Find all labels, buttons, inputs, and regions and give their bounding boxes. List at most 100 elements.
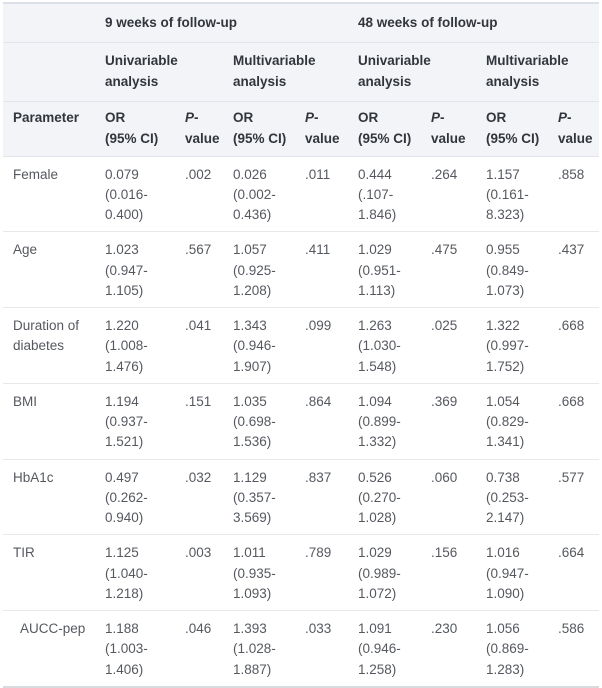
or-ci-value: 1.016 (0.947- 1.090) [476,534,549,612]
or-ci-value: 1.157 (0.161- 8.323) [476,156,549,233]
p-value: .003 [175,534,223,612]
or-ci-value: 1.057 (0.925- 1.208) [223,231,295,309]
or-ci-value: 0.526 (0.270- 1.028) [348,459,422,536]
parameter-label: BMI [3,383,95,460]
table-body: Female 0.079 (0.016- 0.400) .002 0.026 (0.0… [3,156,600,687]
or-ci-value: 1.023 (0.947- 1.105) [95,231,175,309]
corner-empty-cell [3,3,95,43]
column-header-row: Parameter OR (95% CI) P- value OR (95% C… [3,101,600,157]
or-ci-value: 0.444 (.107- 1.846) [348,156,422,233]
or-ci-value: 1.029 (0.951- 1.113) [348,231,422,309]
parameter-label: AUCC-pep [3,610,95,687]
p-value-label-rest: - value [305,109,340,146]
p-value: .369 [421,383,477,460]
p-value: .668 [548,307,600,384]
parameter-label: HbA1c [3,459,95,536]
table-header: 9 weeks of follow-up 48 weeks of follow-… [3,3,600,157]
follow-up-9-weeks-header: 9 weeks of follow-up [95,3,349,43]
or-ci-value: 1.125 (1.040- 1.218) [95,534,175,612]
p-value: .864 [295,383,349,460]
or-ci-value: 1.011 (0.935- 1.093) [223,534,295,612]
or-ci-value: 1.188 (1.003- 1.406) [95,610,175,687]
or-ci-column-header: OR (95% CI) [95,101,175,157]
empty-cell [3,42,95,102]
p-value: .033 [295,610,349,687]
p-value: .837 [295,459,349,536]
p-symbol: P [558,109,568,125]
p-value: .858 [548,156,600,233]
p-value-label-rest: - value [185,109,220,146]
p-value: .025 [421,307,477,384]
or-ci-value: 1.322 (0.997- 1.752) [476,307,549,384]
p-value: .156 [421,534,477,612]
parameter-label: Age [3,231,95,309]
p-value: .475 [421,231,477,309]
table-row: BMI 1.194 (0.937- 1.521) .151 1.035 (0.698-… [3,383,600,460]
or-ci-value: 0.497 (0.262- 0.940) [95,459,175,536]
p-value-label-rest: - value [431,109,466,146]
table-row: Duration of diabetes 1.220 (1.008- 1.476)… [3,307,600,384]
table-row: Female 0.079 (0.016- 0.400) .002 0.026 (0.0… [3,156,600,233]
parameter-column-header: Parameter [3,101,95,157]
p-value: .046 [175,610,223,687]
p-value: .041 [175,307,223,384]
follow-up-header-row: 9 weeks of follow-up 48 weeks of follow-… [3,3,600,43]
multivariable-analysis-48w-header: Multivariable analysis [476,42,600,102]
or-ci-value: 0.079 (0.016- 0.400) [95,156,175,233]
or-ci-value: 1.129 (0.357- 3.569) [223,459,295,536]
or-ci-value: 1.054 (0.829- 1.341) [476,383,549,460]
p-value: .032 [175,459,223,536]
p-value-column-header: P- value [548,101,600,157]
parameter-label: Female [3,156,95,233]
p-value: .099 [295,307,349,384]
or-ci-value: 1.056 (0.869- 1.283) [476,610,549,687]
p-value: .577 [548,459,600,536]
p-value: .151 [175,383,223,460]
p-symbol: P [431,109,441,125]
p-value-label-rest: - value [558,109,593,146]
univariable-analysis-9w-header: Univariable analysis [95,42,223,102]
or-ci-value: 1.035 (0.698- 1.536) [223,383,295,460]
p-value-column-header: P- value [421,101,477,157]
or-ci-value: 1.393 (1.028- 1.887) [223,610,295,687]
p-value: .586 [548,610,600,687]
univariable-analysis-48w-header: Univariable analysis [348,42,477,102]
p-value: .002 [175,156,223,233]
or-ci-value: 1.094 (0.899- 1.332) [348,383,422,460]
p-value: .437 [548,231,600,309]
p-value: .411 [295,231,349,309]
or-ci-value: 1.263 (1.030- 1.548) [348,307,422,384]
regression-results-table: 9 weeks of follow-up 48 weeks of follow-… [3,2,600,688]
or-ci-value: 0.026 (0.002- 0.436) [223,156,295,233]
p-symbol: P [185,109,195,125]
table-row: HbA1c 0.497 (0.262- 0.940) .032 1.129 (0.35… [3,459,600,536]
p-value: .264 [421,156,477,233]
or-ci-value: 1.220 (1.008- 1.476) [95,307,175,384]
p-value: .567 [175,231,223,309]
analysis-header-row: Univariable analysis Multivariable analy… [3,42,600,102]
table-row: Age 1.023 (0.947- 1.105) .567 1.057 (0.925-… [3,231,600,309]
table-row: TIR 1.125 (1.040- 1.218) .003 1.011 (0.935-… [3,534,600,612]
or-ci-column-header: OR (95% CI) [348,101,422,157]
parameter-label: Duration of diabetes [3,307,95,384]
p-value: .668 [548,383,600,460]
or-ci-value: 1.194 (0.937- 1.521) [95,383,175,460]
p-value: .230 [421,610,477,687]
or-ci-column-header: OR (95% CI) [476,101,549,157]
parameter-label: TIR [3,534,95,612]
p-value: .664 [548,534,600,612]
p-value: .789 [295,534,349,612]
p-value-column-header: P- value [295,101,349,157]
or-ci-value: 0.738 (0.253- 2.147) [476,459,549,536]
or-ci-value: 0.955 (0.849- 1.073) [476,231,549,309]
table-row: AUCC-pep 1.188 (1.003- 1.406) .046 1.393 (1… [3,610,600,687]
or-ci-column-header: OR (95% CI) [223,101,295,157]
p-symbol: P [305,109,315,125]
results-table-container: 9 weeks of follow-up 48 weeks of follow-… [3,2,600,688]
or-ci-value: 1.343 (0.946- 1.907) [223,307,295,384]
follow-up-48-weeks-header: 48 weeks of follow-up [348,3,600,43]
p-value-column-header: P- value [175,101,223,157]
p-value: .060 [421,459,477,536]
or-ci-value: 1.091 (0.946- 1.258) [348,610,422,687]
multivariable-analysis-9w-header: Multivariable analysis [223,42,349,102]
